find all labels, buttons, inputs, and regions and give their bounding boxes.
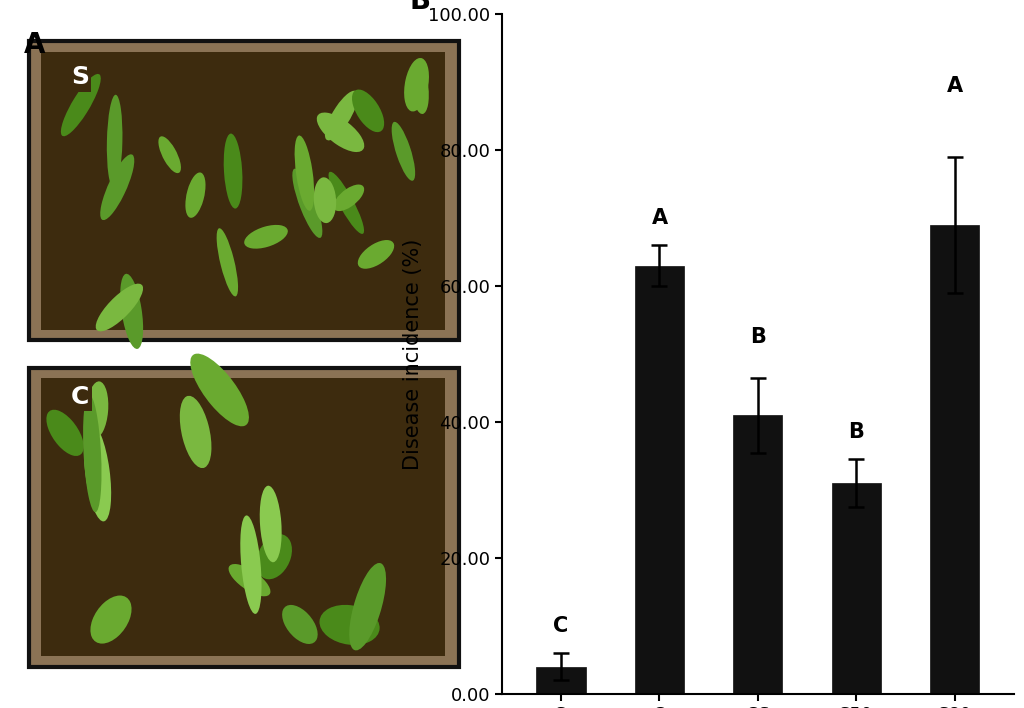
- Bar: [831, 483, 881, 694]
- Ellipse shape: [282, 605, 317, 644]
- FancyBboxPatch shape: [41, 378, 444, 656]
- Ellipse shape: [60, 74, 100, 136]
- FancyBboxPatch shape: [29, 41, 459, 341]
- Bar: [537, 667, 586, 694]
- Ellipse shape: [349, 563, 386, 651]
- Text: B: B: [750, 327, 766, 347]
- Ellipse shape: [159, 136, 181, 173]
- Ellipse shape: [260, 486, 282, 562]
- Ellipse shape: [190, 353, 249, 426]
- Text: B: B: [410, 0, 431, 15]
- Ellipse shape: [334, 185, 365, 211]
- Ellipse shape: [46, 410, 84, 456]
- Ellipse shape: [86, 382, 109, 438]
- Ellipse shape: [106, 95, 123, 188]
- Ellipse shape: [100, 154, 134, 220]
- Text: S: S: [71, 65, 89, 89]
- Ellipse shape: [352, 89, 384, 132]
- Ellipse shape: [411, 63, 429, 114]
- Ellipse shape: [241, 515, 261, 614]
- Ellipse shape: [84, 424, 112, 521]
- Bar: [930, 225, 979, 694]
- Ellipse shape: [228, 564, 270, 596]
- Text: A: A: [946, 76, 963, 96]
- Ellipse shape: [90, 595, 131, 644]
- Ellipse shape: [120, 274, 143, 349]
- Ellipse shape: [404, 58, 429, 111]
- Text: C: C: [553, 616, 568, 636]
- Text: C: C: [71, 384, 89, 409]
- Ellipse shape: [244, 225, 288, 249]
- FancyBboxPatch shape: [29, 367, 459, 667]
- Ellipse shape: [325, 91, 358, 140]
- Ellipse shape: [95, 284, 143, 331]
- Ellipse shape: [223, 134, 243, 209]
- Y-axis label: Disease incidence (%): Disease incidence (%): [402, 239, 423, 469]
- Text: A: A: [651, 208, 668, 228]
- Ellipse shape: [83, 394, 101, 512]
- Bar: [733, 415, 782, 694]
- Ellipse shape: [391, 122, 415, 181]
- Ellipse shape: [180, 396, 211, 468]
- Ellipse shape: [256, 534, 292, 579]
- Ellipse shape: [329, 172, 365, 234]
- Text: A: A: [25, 31, 46, 59]
- Text: B: B: [848, 423, 864, 442]
- Ellipse shape: [185, 173, 206, 218]
- Ellipse shape: [316, 113, 365, 152]
- FancyBboxPatch shape: [41, 52, 444, 330]
- Ellipse shape: [319, 605, 380, 645]
- Ellipse shape: [313, 177, 336, 223]
- Ellipse shape: [357, 240, 394, 269]
- Ellipse shape: [292, 169, 323, 238]
- Ellipse shape: [295, 135, 314, 211]
- Ellipse shape: [217, 228, 238, 297]
- Bar: [635, 266, 684, 694]
